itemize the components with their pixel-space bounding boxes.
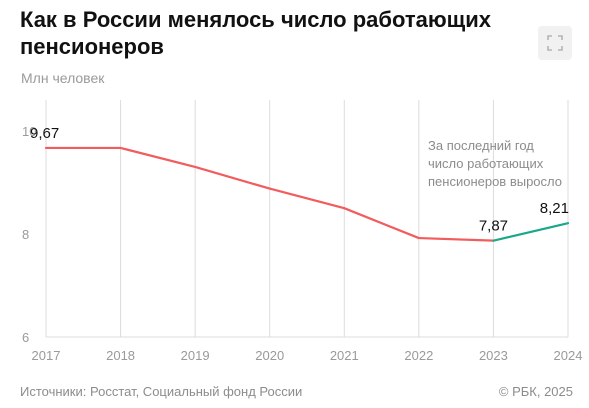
series-line-segment xyxy=(492,222,570,242)
annotation-line: За последний год xyxy=(428,138,534,153)
data-label: 7,87 xyxy=(479,218,508,235)
y-tick-label: 6 xyxy=(22,330,29,345)
annotation-line: пенсионеров выросло xyxy=(428,174,562,189)
expand-button[interactable] xyxy=(538,26,572,60)
fullscreen-icon xyxy=(547,35,563,51)
x-tick-label: 2021 xyxy=(330,348,359,363)
x-tick-label: 2020 xyxy=(255,348,284,363)
chart-title: Как в России менялось число работающих п… xyxy=(20,7,491,59)
copyright-note: © РБК, 2025 xyxy=(498,384,573,399)
x-tick-label: 2023 xyxy=(479,348,508,363)
series-line-segment xyxy=(268,187,346,210)
series-line-segment xyxy=(343,207,420,240)
series-line-segment xyxy=(119,146,197,169)
x-tick-label: 2022 xyxy=(404,348,433,363)
source-note: Источники: Росстат, Социальный фонд Росс… xyxy=(20,384,303,399)
annotation-line: число работающих xyxy=(428,156,544,171)
x-tick-label: 2017 xyxy=(32,348,61,363)
units-label: Млн человек xyxy=(21,70,105,86)
data-label: 9,67 xyxy=(30,125,59,142)
chart-annotation: За последний год число работающих пенсионе… xyxy=(428,138,562,189)
series-line-segment xyxy=(417,236,495,242)
y-tick-label: 10 xyxy=(22,124,36,139)
x-tick-label: 2024 xyxy=(554,348,583,363)
x-tick-label: 2018 xyxy=(106,348,135,363)
y-tick-label: 8 xyxy=(22,227,29,242)
data-label: 8,21 xyxy=(540,200,569,217)
x-tick-label: 2019 xyxy=(181,348,210,363)
series-line-segment xyxy=(194,165,271,190)
